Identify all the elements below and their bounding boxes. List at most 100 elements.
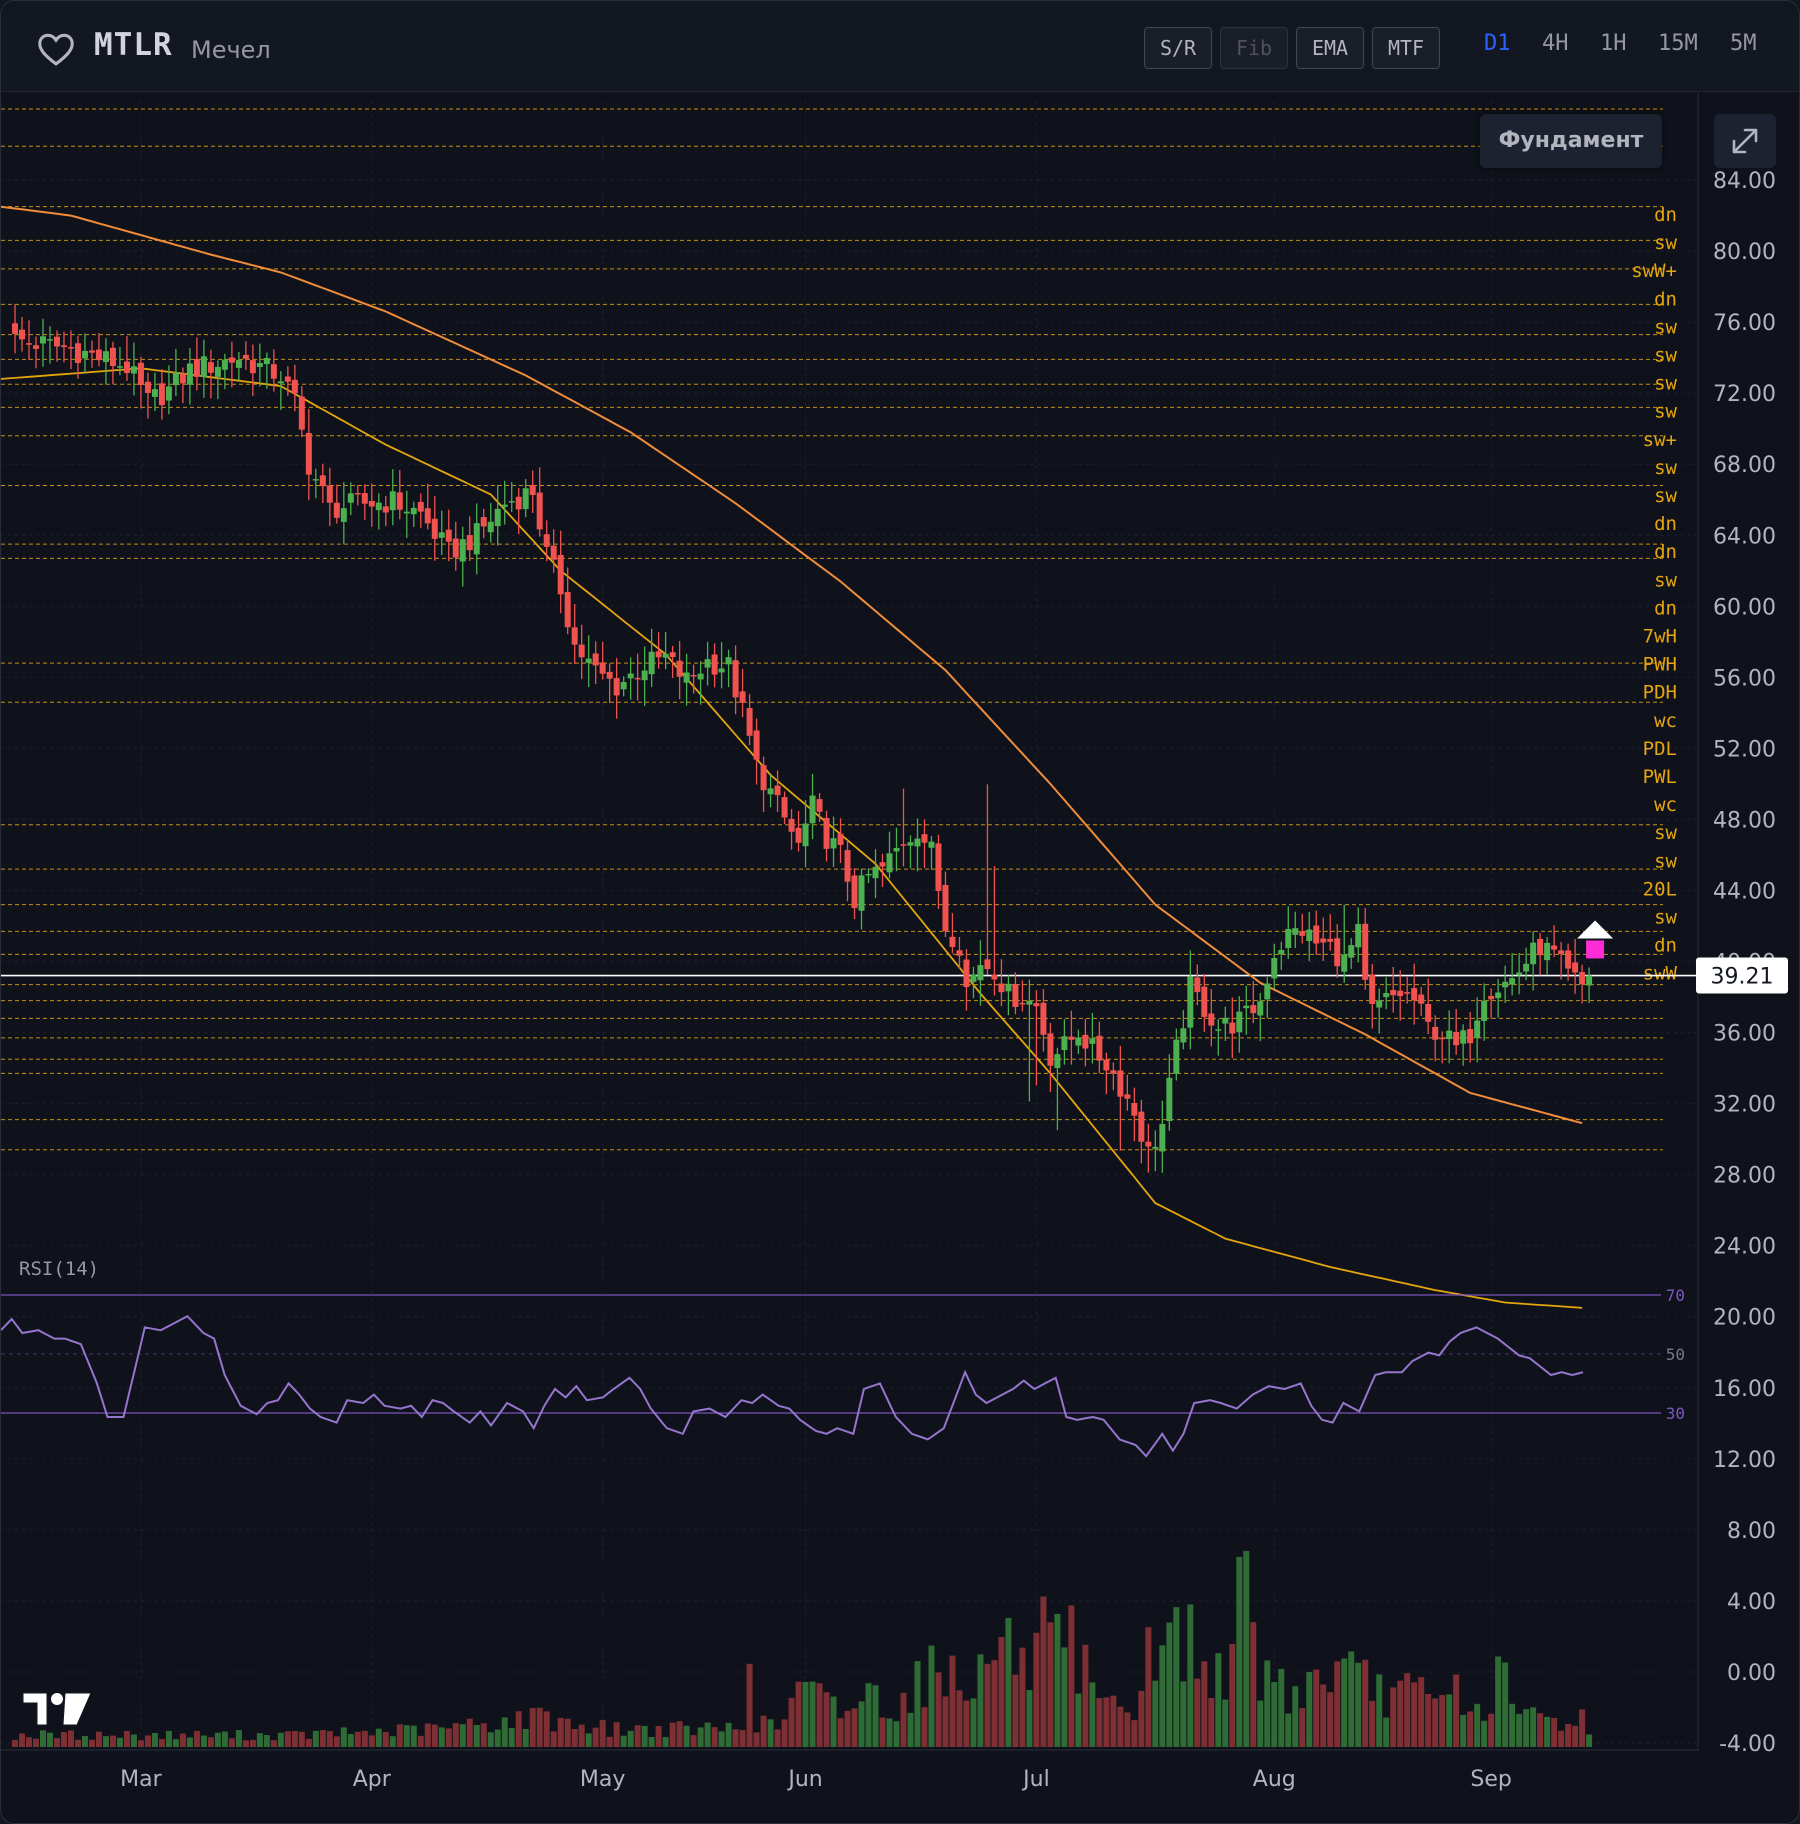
candle-body <box>389 491 396 511</box>
last-price-label: 39.21 <box>1711 965 1774 990</box>
ema-button[interactable]: EMA <box>1296 27 1364 69</box>
volume-bar <box>802 1681 809 1747</box>
candle-body <box>690 674 697 677</box>
volume-bar <box>1019 1647 1026 1747</box>
volume-bar <box>1425 1693 1432 1747</box>
volume-bar <box>1502 1662 1509 1747</box>
candle-body <box>1544 942 1551 961</box>
candle-body <box>207 362 214 373</box>
mtf-button[interactable]: MTF <box>1372 27 1440 69</box>
volume-bar <box>1334 1661 1341 1747</box>
price-chart[interactable]: dn sw swW+ dn sw sw sw sw sw+ sw sw dn dn sw dn 7wH PWH P… <box>1 93 1800 1824</box>
fib-button[interactable]: Fib <box>1220 27 1288 69</box>
volume-bar <box>473 1724 480 1747</box>
price-tick-label: 32.00 <box>1713 1093 1776 1118</box>
candle-body <box>1082 1034 1089 1049</box>
candle-body <box>333 502 340 518</box>
volume-bar <box>130 1734 137 1747</box>
volume-bar <box>1145 1627 1152 1747</box>
volume-bar <box>1271 1682 1278 1747</box>
candle-body <box>823 817 830 849</box>
volume-bar <box>536 1707 543 1747</box>
candle-body <box>263 358 270 365</box>
candle-body <box>1159 1124 1166 1152</box>
time-tick-label: Aug <box>1253 1767 1296 1792</box>
volume-bar <box>1418 1677 1425 1747</box>
candle-body <box>312 479 319 481</box>
volume-bar <box>543 1711 550 1747</box>
volume-bar <box>1201 1661 1208 1747</box>
price-tick-label: 20.00 <box>1713 1306 1776 1331</box>
volume-bar <box>1516 1713 1523 1747</box>
volume-bar <box>1348 1651 1355 1747</box>
candle-body <box>564 591 571 628</box>
volume-bar <box>1362 1659 1369 1747</box>
volume-bar <box>977 1654 984 1747</box>
volume-bar <box>424 1723 431 1747</box>
volume-bar <box>1565 1724 1572 1747</box>
volume-bar <box>1404 1673 1411 1747</box>
candle-body <box>1509 978 1516 985</box>
volume-bar <box>347 1734 354 1747</box>
candle-body <box>214 366 221 377</box>
volume-bar <box>767 1719 774 1747</box>
price-tick-label: 36.00 <box>1713 1022 1776 1047</box>
volume-bar <box>1117 1706 1124 1747</box>
candle-body <box>221 359 228 370</box>
candle-body <box>893 847 900 852</box>
sr-button[interactable]: S/R <box>1144 27 1212 69</box>
candle-body <box>375 502 382 511</box>
fundament-button[interactable]: Фундамент <box>1480 114 1662 168</box>
candle-body <box>305 432 312 475</box>
volume-bar <box>984 1663 991 1747</box>
volume-bar <box>1229 1643 1236 1747</box>
signal-square-icon <box>1586 940 1605 959</box>
timeframe-d1[interactable]: D1 <box>1484 31 1511 56</box>
candle-body <box>1215 1029 1222 1031</box>
candle-body <box>1348 945 1355 958</box>
candle-body <box>1481 1000 1488 1021</box>
timeframe-1h[interactable]: 1H <box>1600 31 1627 56</box>
volume-bar <box>739 1730 746 1747</box>
candle-body <box>494 508 501 527</box>
volume-bar <box>858 1701 865 1747</box>
sr-level-label: sw <box>1654 485 1677 507</box>
candle-body <box>844 850 851 882</box>
volume-bar <box>1292 1686 1299 1747</box>
price-axis[interactable]: 84.00 80.00 76.00 72.00 68.00 64.00 60.00 56.00… <box>1696 93 1788 1757</box>
candle-body <box>1306 929 1313 941</box>
candle-body <box>613 678 620 696</box>
candle-body <box>648 651 655 675</box>
time-axis[interactable]: Mar Apr May Jun Jul Aug Sep <box>1 1749 1698 1792</box>
volume-bar <box>865 1683 872 1747</box>
candle-body <box>1341 954 1348 972</box>
candle-body <box>739 691 746 703</box>
volume-bar <box>1530 1707 1537 1747</box>
candle-body <box>1026 1000 1033 1005</box>
candle-body <box>669 652 676 658</box>
price-tick-label: 48.00 <box>1713 808 1776 833</box>
candle-body <box>1229 1022 1236 1034</box>
candle-body <box>18 329 25 340</box>
volume-bar <box>732 1729 739 1747</box>
timeframe-4h[interactable]: 4H <box>1542 31 1569 56</box>
volume-bar <box>480 1723 487 1747</box>
volume-bar <box>879 1717 886 1747</box>
candle-body <box>1243 1005 1250 1009</box>
candle-body <box>1299 931 1306 936</box>
timeframe-15m[interactable]: 15M <box>1658 31 1698 56</box>
sr-level-label: PWL <box>1643 766 1677 788</box>
timeframe-5m[interactable]: 5M <box>1730 31 1757 56</box>
volume-bar <box>1138 1690 1145 1747</box>
heart-icon[interactable] <box>37 33 75 67</box>
candle-body <box>179 373 186 384</box>
volume-bar <box>375 1728 382 1747</box>
volume-bar <box>312 1730 319 1747</box>
candle-body <box>1236 1011 1243 1033</box>
price-tick-label: 4.00 <box>1727 1590 1776 1615</box>
volume-bar <box>1523 1709 1530 1747</box>
expand-button[interactable] <box>1714 114 1776 168</box>
candle-body <box>543 534 550 547</box>
candle-body <box>354 492 361 495</box>
candle-body <box>1250 1005 1257 1014</box>
